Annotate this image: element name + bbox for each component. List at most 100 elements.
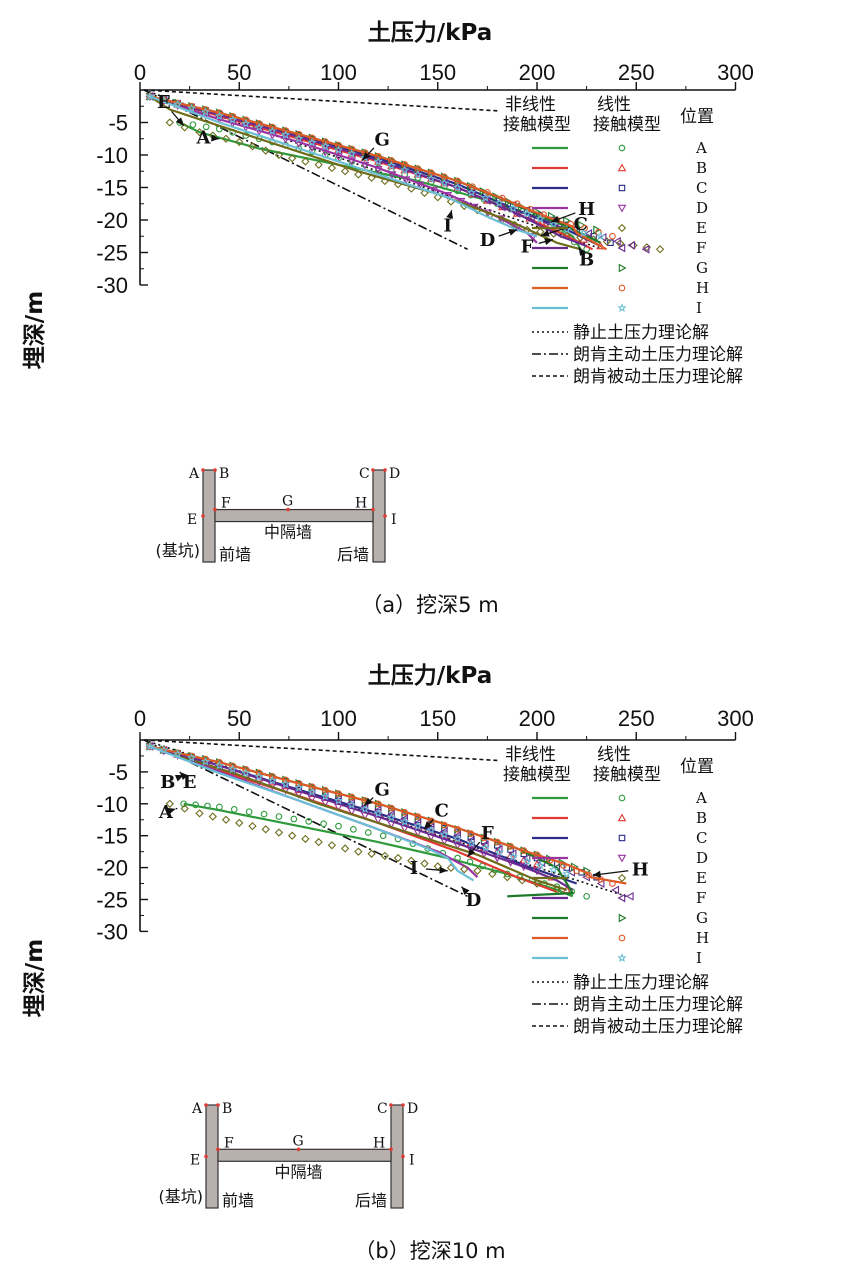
linear-marker-e [367, 173, 376, 182]
linear-marker-i [241, 118, 251, 128]
legend-key-g: G [696, 909, 708, 927]
legend-theory-static: 静止土压力理论解 [573, 323, 709, 343]
linear-marker-f [467, 189, 476, 199]
linear-marker-e [314, 160, 323, 169]
linear-marker-e [473, 206, 482, 215]
linear-marker-a [454, 854, 461, 862]
linear-marker-c [578, 869, 585, 876]
schematic-label-b: B [219, 466, 229, 482]
y-tick-label: -10 [96, 792, 128, 817]
linear-marker-e [301, 834, 310, 844]
linear-marker-i [400, 165, 410, 175]
linear-marker-f [612, 236, 621, 246]
linear-marker-i [145, 91, 155, 101]
linear-marker-d [429, 186, 439, 195]
linear-marker-e [261, 825, 270, 834]
linear-marker-e [380, 851, 389, 861]
y-tick-label: -15 [96, 176, 128, 201]
linear-marker-h [295, 130, 303, 138]
linear-marker-e [195, 809, 204, 818]
legend-key-d: D [696, 849, 708, 867]
y-tick-label: -10 [96, 143, 128, 168]
linear-marker-i [333, 795, 344, 805]
schematic-point [389, 1147, 393, 1152]
chart-caption: （a）挖深5 m [361, 593, 498, 617]
schematic-label-i: I [409, 1153, 415, 1169]
linear-marker-i [439, 829, 449, 839]
label-arrow-head [179, 771, 188, 781]
curve-label-b: B [579, 250, 594, 271]
legend-marker-h [618, 284, 626, 292]
linear-marker-e [235, 137, 244, 147]
legend-key-f: F [696, 889, 706, 907]
legend-header-nonlinear-2: 接触模型 [503, 765, 571, 785]
schematic-back-wall-label: 后墙 [337, 545, 369, 564]
linear-marker-f [497, 202, 506, 212]
linear-marker-e [327, 163, 337, 173]
label-arrow-head [211, 134, 220, 142]
x-axis-title: 土压力/kPa [368, 663, 492, 689]
linear-marker-i [145, 741, 155, 751]
schematic-front-wall-label: 前墙 [222, 1191, 254, 1210]
schematic-point [371, 507, 375, 512]
linear-marker-d [360, 161, 370, 170]
linear-marker-i [228, 114, 238, 124]
linear-marker-h [202, 755, 209, 763]
legend-marker-f [617, 893, 626, 903]
linear-marker-e [288, 154, 297, 163]
linear-marker-f [641, 244, 650, 254]
schematic-point [216, 1103, 220, 1107]
series-a [180, 800, 590, 900]
linear-marker-f [625, 891, 634, 901]
linear-marker-i [214, 760, 224, 770]
schematic-label-h: H [355, 496, 367, 512]
schematic-point [383, 468, 387, 472]
linear-marker-h [480, 834, 488, 842]
linear-marker-i [480, 842, 490, 852]
linear-marker-e [393, 853, 403, 863]
linear-marker-h [282, 127, 289, 134]
linear-marker-i [373, 156, 383, 166]
linear-marker-i [522, 208, 532, 218]
middle-slab [217, 1148, 392, 1162]
linear-marker-e [532, 879, 542, 888]
linear-marker-e [221, 134, 231, 143]
linear-marker-e [180, 804, 189, 813]
linear-marker-i [508, 203, 518, 213]
legend-marker-g [618, 263, 627, 273]
linear-marker-h [493, 838, 501, 846]
linear-marker-h [507, 842, 514, 850]
x-tick-label: 0 [134, 706, 146, 731]
linear-marker-a [189, 121, 197, 129]
linear-marker-i [466, 187, 477, 197]
legend-key-h: H [696, 279, 709, 297]
linear-marker-i [522, 856, 532, 866]
linear-marker-i [595, 231, 606, 241]
legend-key-e: E [696, 219, 707, 237]
legend-header-position: 位置 [680, 107, 714, 127]
label-arrow-head [467, 848, 476, 857]
linear-marker-e [460, 865, 469, 874]
linear-marker-i [294, 783, 304, 792]
legend-marker-c [618, 834, 626, 842]
linear-marker-d [373, 166, 383, 174]
linear-marker-g [479, 187, 488, 196]
linear-marker-i [439, 178, 449, 188]
linear-marker-h [520, 847, 528, 854]
linear-marker-e [517, 876, 527, 885]
linear-marker-h [216, 109, 223, 117]
middle-slab [214, 508, 374, 523]
linear-marker-h [268, 123, 276, 131]
linear-marker-i [579, 228, 589, 238]
linear-marker-a [466, 858, 474, 866]
linear-marker-i [453, 834, 463, 843]
linear-marker-f [512, 209, 521, 218]
linear-marker-h [454, 825, 461, 833]
legend-marker-f [617, 243, 626, 253]
x-tick-label: 250 [618, 706, 655, 731]
linear-marker-h [388, 804, 395, 812]
linear-marker-e [314, 837, 323, 847]
legend-key-e: E [696, 869, 707, 887]
linear-marker-i [280, 779, 291, 789]
linear-marker-e [602, 237, 612, 246]
